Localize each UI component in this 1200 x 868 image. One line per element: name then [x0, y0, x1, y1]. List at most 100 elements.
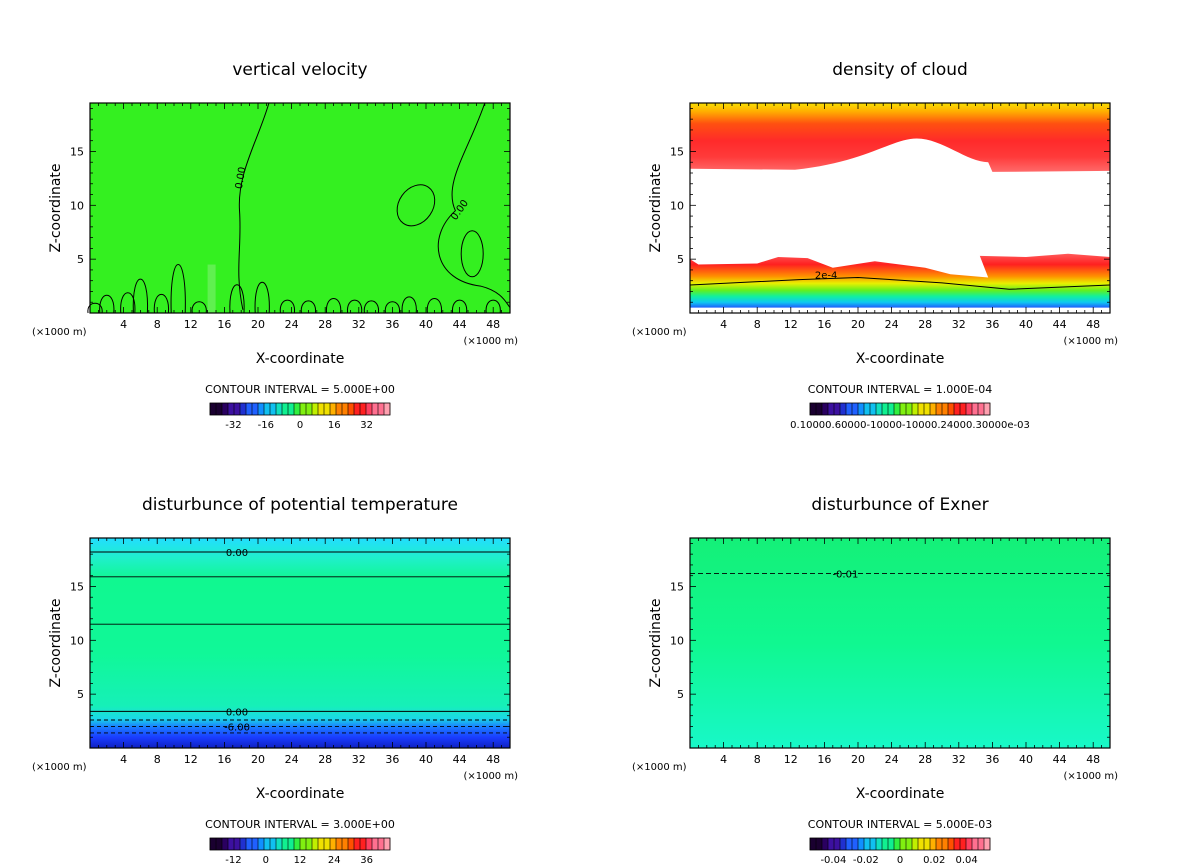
- colorbar-cell: [210, 403, 217, 415]
- chart-title: disturbunce of Exner: [811, 495, 988, 515]
- contour-cell: [452, 299, 468, 314]
- x-tick-label: 32: [352, 318, 366, 331]
- colorbar-cell: [348, 403, 355, 415]
- contour-line: [437, 102, 511, 308]
- x-tick-label: 44: [453, 318, 467, 331]
- colorbar-cell: [822, 403, 829, 415]
- contour-cell: [426, 297, 442, 314]
- x-tick-label: 44: [1053, 753, 1067, 766]
- x-tick-label: 36: [385, 318, 399, 331]
- colorbar-cell: [882, 403, 889, 415]
- y-tick-label: 10: [70, 634, 84, 647]
- contour-label: 2e-4: [815, 271, 838, 282]
- colorbar-cell: [864, 403, 871, 415]
- colorbar-cell: [876, 838, 883, 850]
- y-tick-label: 15: [70, 145, 84, 158]
- cloud-upper: [690, 103, 1110, 172]
- colorbar-cell: [810, 838, 817, 850]
- colorbar-cell: [360, 403, 367, 415]
- colorbar-label: -0.02: [853, 855, 879, 866]
- contour-interval: CONTOUR INTERVAL = 3.000E+00: [205, 818, 395, 831]
- y-tick-label: 10: [670, 199, 684, 212]
- colorbar-cell: [912, 838, 919, 850]
- contour-cell: [363, 300, 379, 314]
- colorbar-cell: [960, 838, 967, 850]
- x-unit-label-right: (×1000 m): [1063, 336, 1118, 347]
- x-tick-label: 48: [486, 318, 500, 331]
- colorbar-cell: [234, 838, 241, 850]
- contour-cell: [485, 299, 501, 314]
- colorbar-cell: [336, 403, 343, 415]
- contour-cell: [153, 294, 169, 314]
- chart-title: disturbunce of potential temperature: [142, 495, 458, 515]
- colorbar-cell: [918, 838, 925, 850]
- colorbar-cell: [912, 403, 919, 415]
- x-tick-label: 36: [385, 753, 399, 766]
- colorbar-cell: [882, 838, 889, 850]
- colorbar-cell: [948, 838, 955, 850]
- x-tick-label: 28: [918, 753, 932, 766]
- colorbar-label: 12: [294, 855, 307, 866]
- contour-label: 0.00: [226, 707, 248, 718]
- colorbar-label: 0.10000.60000-10000-10000.24000.30000e-0…: [790, 420, 1030, 431]
- colorbar-cell: [870, 403, 877, 415]
- colorbar-cell: [252, 838, 259, 850]
- x-tick-label: 4: [120, 753, 127, 766]
- colorbar-cell: [840, 838, 847, 850]
- x-tick-label: 16: [817, 318, 831, 331]
- y-tick-label: 5: [677, 688, 684, 701]
- colorbar-cell: [816, 403, 823, 415]
- x-unit-label-right: (×1000 m): [463, 771, 518, 782]
- colorbar-cell: [294, 838, 301, 850]
- colorbar-cell: [810, 403, 817, 415]
- contour-label: 0.00: [226, 548, 248, 559]
- contour-cell: [120, 292, 136, 314]
- x-tick-label: 20: [851, 753, 865, 766]
- colorbar-cell: [888, 838, 895, 850]
- colorbar-cell: [270, 838, 277, 850]
- colorbar-cell: [900, 838, 907, 850]
- colorbar-cell: [222, 403, 229, 415]
- colorbar-label: 0.04: [955, 855, 977, 866]
- colorbar-label: 32: [360, 420, 373, 431]
- plot-area: 2e-4: [689, 103, 1111, 313]
- colorbar-cell: [264, 403, 271, 415]
- colorbar-cell: [246, 838, 253, 850]
- colorbar-cell: [978, 838, 985, 850]
- x-tick-label: 12: [784, 318, 798, 331]
- colorbar-cell: [378, 403, 385, 415]
- chart-title: vertical velocity: [232, 60, 367, 80]
- colorbar-cell: [954, 838, 961, 850]
- colorbar-cell: [906, 403, 913, 415]
- x-tick-label: 8: [754, 318, 761, 331]
- plot-area: 0.000.00: [87, 102, 511, 314]
- colorbar-cell: [834, 838, 841, 850]
- colorbar-label: 36: [360, 855, 373, 866]
- colorbar-cell: [966, 403, 973, 415]
- x-unit-label-right: (×1000 m): [1063, 771, 1118, 782]
- colorbar-cell: [276, 403, 283, 415]
- colorbar-cell: [264, 838, 271, 850]
- colorbar-cell: [342, 838, 349, 850]
- cloud-lower: [690, 253, 1110, 313]
- colorbar-cell: [858, 838, 865, 850]
- y-tick-label: 5: [77, 688, 84, 701]
- colorbar-cell: [960, 403, 967, 415]
- colorbar-cell: [348, 838, 355, 850]
- colorbar-cell: [900, 403, 907, 415]
- colorbar-cell: [318, 403, 325, 415]
- colorbar-cell: [354, 403, 361, 415]
- colorbar-cell: [300, 403, 307, 415]
- field-patch: [207, 264, 216, 313]
- colorbar-frame: [209, 402, 391, 416]
- contour-cell: [326, 297, 342, 314]
- contour-cell: [384, 301, 400, 314]
- contour-cell: [401, 296, 417, 314]
- y-axis-label: Z-coordinate: [48, 163, 64, 252]
- colorbar-cell: [306, 838, 313, 850]
- contour-label: 0.00: [234, 166, 249, 190]
- x-tick-label: 20: [251, 318, 265, 331]
- x-axis-label: X-coordinate: [856, 786, 945, 802]
